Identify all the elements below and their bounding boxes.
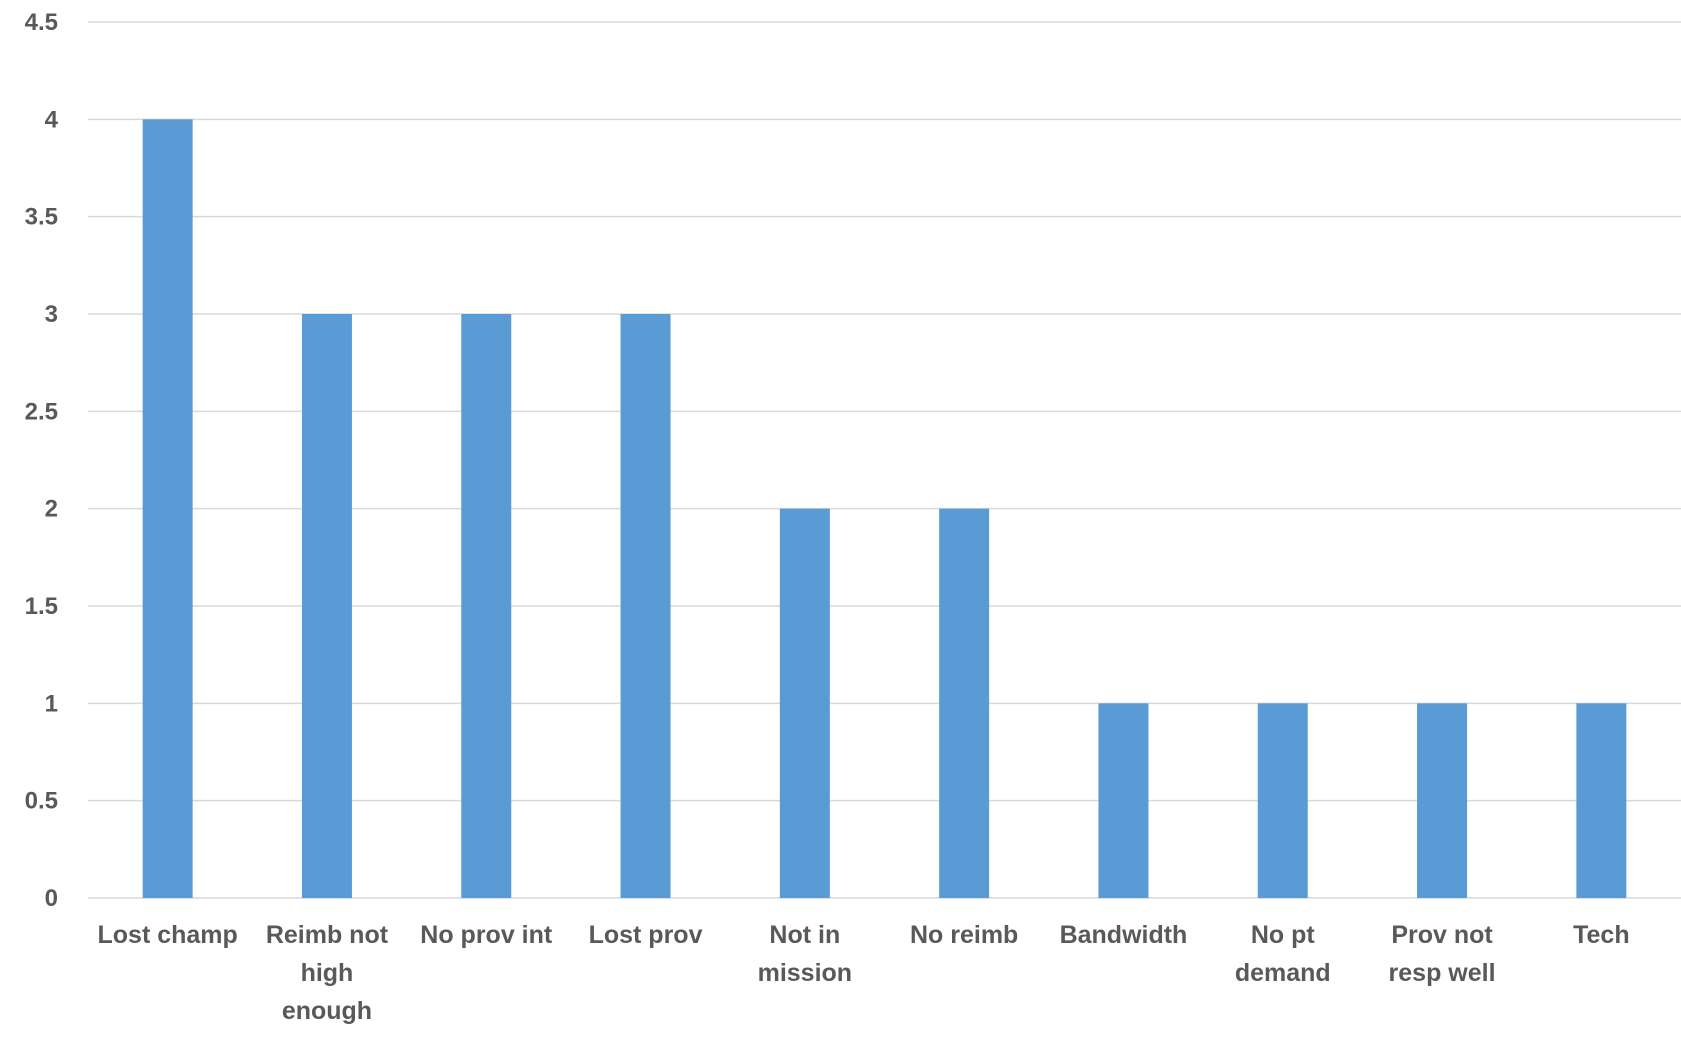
bar — [939, 508, 990, 898]
x-tick-label: No reimb — [910, 921, 1018, 949]
y-tick-label: 3 — [45, 301, 58, 328]
x-tick-label-line: mission — [758, 959, 852, 987]
bar — [779, 508, 830, 898]
y-tick-label: 2 — [45, 496, 58, 523]
x-tick-label-line: No reimb — [910, 921, 1018, 949]
y-tick-label: 2.5 — [25, 398, 58, 425]
x-tick-label-line: No prov int — [420, 921, 553, 949]
x-tick-label: Lost prov — [589, 921, 703, 949]
bar — [301, 314, 352, 898]
y-tick-label: 1 — [45, 690, 58, 717]
y-axis-tick-labels: 0 0.5 1 1.5 2 2.5 3 3.5 4 4.5 — [25, 9, 59, 912]
x-axis-tick-labels: Lost champ Reimb not high enough No prov int… — [98, 921, 1630, 1025]
y-tick-label: 0 — [45, 885, 58, 912]
bar — [142, 119, 193, 899]
x-tick-label-line: Not in — [769, 921, 840, 949]
y-tick-label: 0.5 — [25, 788, 58, 815]
x-tick-label-line: demand — [1235, 959, 1331, 987]
gridlines — [88, 21, 1681, 899]
x-tick-label-line: enough — [282, 997, 372, 1025]
x-tick-label-line: high — [301, 959, 354, 987]
x-tick-label: No pt demand — [1235, 921, 1331, 987]
y-tick-label: 4 — [45, 106, 59, 133]
bar — [461, 314, 512, 898]
y-tick-label: 1.5 — [25, 593, 58, 620]
x-tick-label-line: No pt — [1251, 921, 1316, 949]
y-tick-label: 3.5 — [25, 204, 58, 231]
bar — [1417, 703, 1468, 898]
x-tick-label: Not in mission — [758, 921, 852, 987]
x-tick-label-line: Bandwidth — [1060, 921, 1188, 949]
x-tick-label-line: Tech — [1573, 921, 1630, 949]
x-tick-label: Bandwidth — [1060, 921, 1188, 949]
x-tick-label: Prov not resp well — [1389, 921, 1496, 987]
x-tick-label-line: Reimb not — [266, 921, 389, 949]
x-tick-label-line: Lost prov — [589, 921, 703, 949]
x-tick-label-line: resp well — [1389, 959, 1496, 987]
x-tick-label: Lost champ — [98, 921, 238, 949]
bar — [1098, 703, 1149, 898]
bar — [1576, 703, 1627, 898]
x-tick-label: No prov int — [420, 921, 553, 949]
x-tick-label-line: Prov not — [1391, 921, 1493, 949]
bar — [1257, 703, 1308, 898]
y-tick-label: 4.5 — [25, 9, 58, 36]
x-tick-label-line: Lost champ — [98, 921, 238, 949]
bar — [620, 314, 671, 898]
bars — [142, 119, 1627, 899]
x-tick-label: Tech — [1573, 921, 1630, 949]
x-tick-label: Reimb not high enough — [266, 921, 389, 1025]
